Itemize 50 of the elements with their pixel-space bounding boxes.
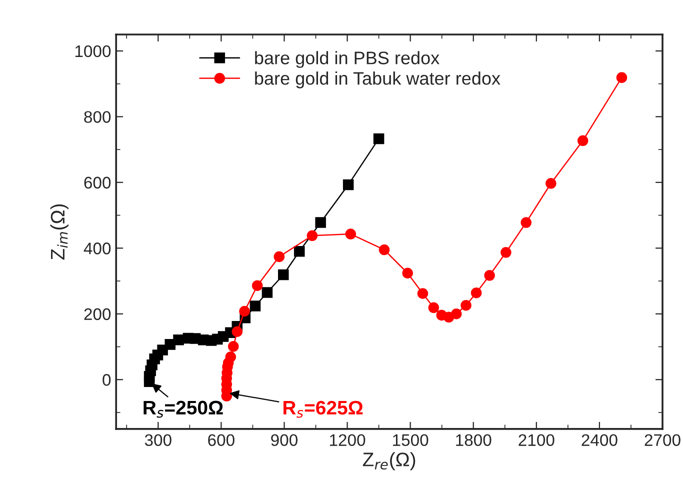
point <box>232 326 243 338</box>
point <box>252 280 263 291</box>
y-axis-title: Z$_{im}$(Ω) <box>50 204 68 260</box>
point <box>378 244 390 256</box>
point <box>470 287 482 298</box>
point <box>315 217 326 228</box>
x-tick-label: 2100 <box>518 434 554 446</box>
point <box>577 135 588 146</box>
point <box>306 230 318 242</box>
x-tick-label: 300 <box>144 434 172 446</box>
point <box>274 251 285 262</box>
point <box>450 308 462 320</box>
annotation: R$_{s}$=250Ω <box>144 400 223 418</box>
x-tick-label: 1500 <box>393 434 428 446</box>
legend-label: bare gold in PBS redox <box>255 51 440 68</box>
point <box>294 246 305 257</box>
y-tick-label: 800 <box>84 111 111 123</box>
point <box>228 341 239 352</box>
point <box>616 72 628 83</box>
point <box>173 334 184 346</box>
point <box>402 268 413 279</box>
point <box>250 300 261 312</box>
x-tick-label: 600 <box>208 434 234 446</box>
legend-label: bare gold in Tabuk water redox <box>255 72 500 88</box>
point <box>373 133 384 144</box>
y-tick-label: 1000 <box>75 45 111 58</box>
y-tick-label: 400 <box>84 242 111 254</box>
x-tick-label: 1800 <box>456 434 492 446</box>
x-tick-label: 2400 <box>582 434 618 446</box>
point <box>417 288 428 299</box>
x-tick-label: 900 <box>271 434 298 446</box>
point <box>225 352 236 362</box>
point <box>278 269 289 280</box>
point <box>428 302 440 314</box>
point <box>460 300 472 311</box>
y-tick-label: 200 <box>84 308 111 320</box>
x-axis-title: Z$_{re}$(Ω) <box>362 452 416 470</box>
point <box>500 247 512 258</box>
annotation: R$_{s}$=625Ω <box>284 400 363 418</box>
point <box>239 306 250 317</box>
point <box>484 270 495 281</box>
point <box>345 228 356 240</box>
y-tick-label: 600 <box>84 176 111 189</box>
point <box>342 179 354 190</box>
x-tick-label: 2700 <box>644 434 680 446</box>
y-tick-label: 0 <box>102 374 111 386</box>
x-tick-label: 1200 <box>330 434 366 446</box>
point <box>262 287 273 298</box>
point <box>520 217 532 228</box>
point <box>546 178 556 189</box>
